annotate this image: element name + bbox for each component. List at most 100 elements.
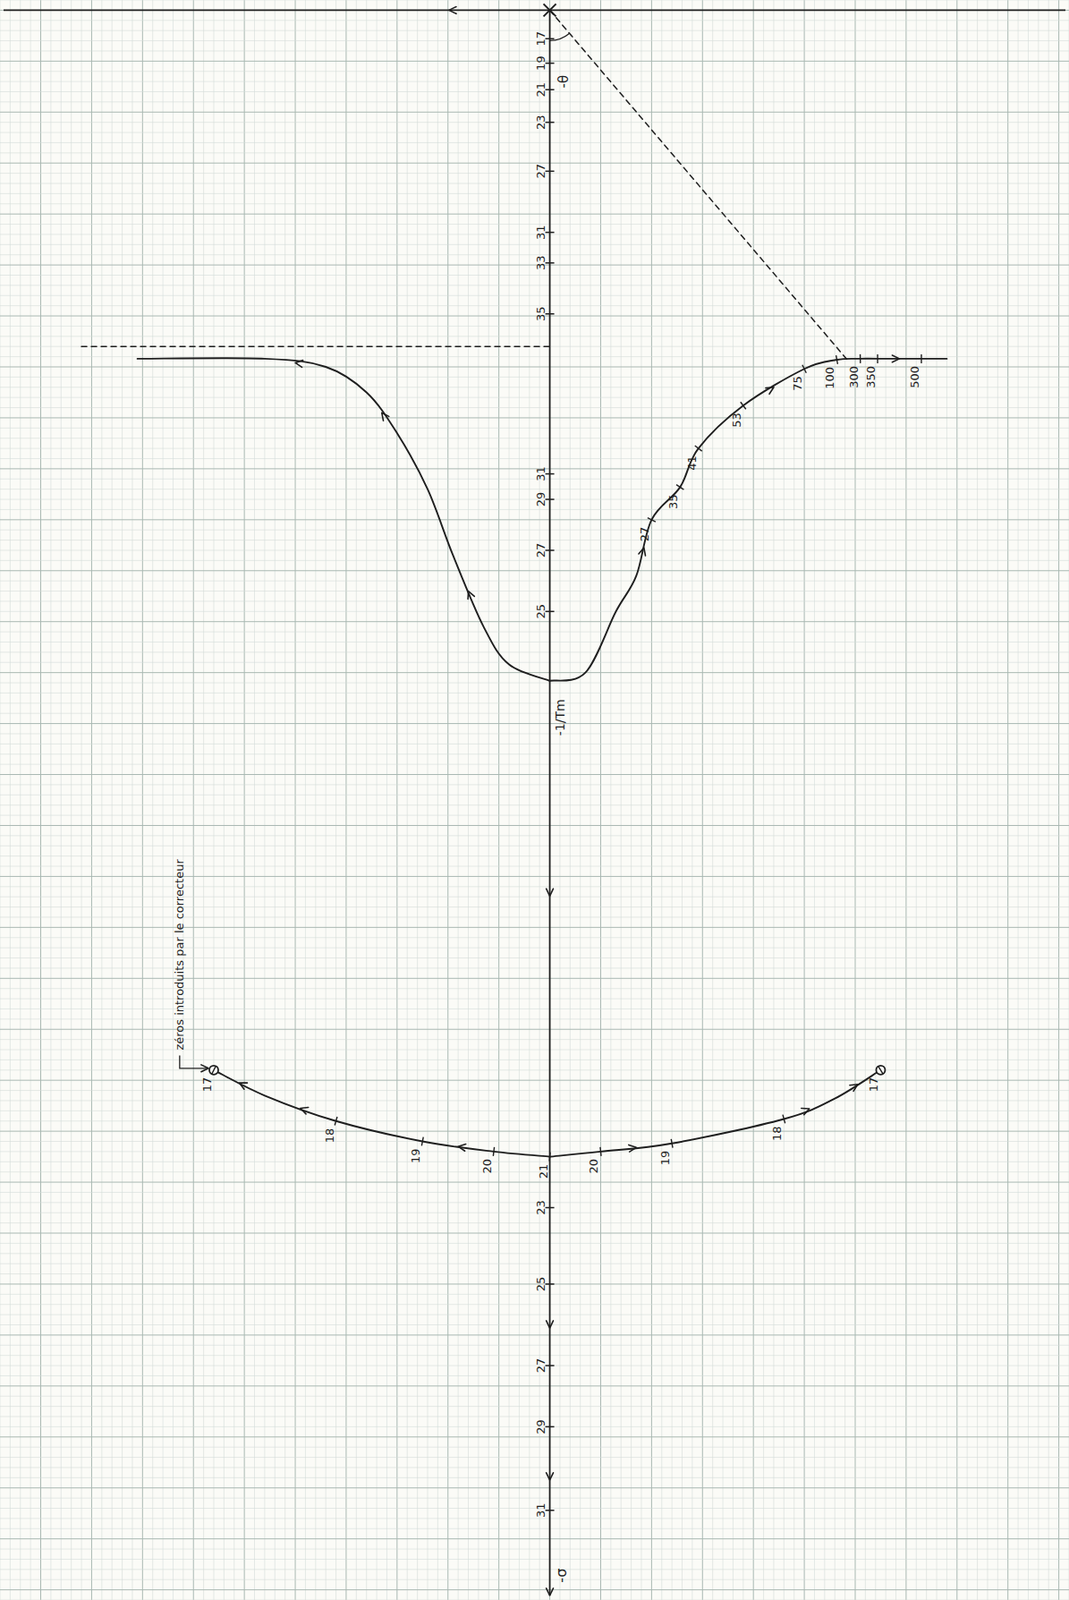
grid-line (0, 661, 1069, 663)
gain-label: 53 (729, 412, 744, 428)
zero-marker (875, 1065, 885, 1075)
branch-arrow (765, 387, 774, 395)
gain-tick (492, 1146, 494, 1156)
grid-line (0, 1344, 1069, 1346)
grid-line (0, 1303, 1069, 1305)
grid-line (0, 671, 1069, 673)
grid-line (284, 0, 286, 1600)
axis-gain-label: 21 (534, 82, 548, 98)
grid-line (0, 458, 1069, 459)
grid-line (263, 0, 265, 1600)
zero-marker (209, 1065, 219, 1075)
grid-line (0, 1374, 1069, 1376)
grid-line (895, 0, 897, 1600)
axis-gain-label: 17 (534, 31, 548, 47)
grid-line (131, 0, 133, 1600)
grid-line (620, 0, 622, 1600)
grid-line (467, 0, 469, 1600)
grid-line (0, 580, 1069, 582)
grid-line (946, 0, 948, 1600)
grid-line (0, 1588, 1069, 1590)
grid-line (81, 0, 83, 1600)
grid-line (0, 692, 1069, 694)
grid-line (162, 0, 164, 1600)
grid-line (865, 0, 866, 1600)
grid-line (0, 987, 1069, 989)
grid-line (0, 1476, 1069, 1478)
grid-line (661, 0, 662, 1600)
grid-line (772, 0, 774, 1600)
branch-arrow (238, 1082, 247, 1089)
gain-label: 17 (866, 1077, 881, 1093)
grid-line (305, 0, 306, 1600)
root-locus-sheet: 2735415375100300350500212019181720191817… (0, 0, 1069, 1600)
grid-line (0, 947, 1069, 949)
branch-arrow (300, 1107, 309, 1114)
axis-gain-label: 27 (534, 163, 548, 179)
axis-gain-label: 27 (534, 1357, 548, 1374)
grid-line (386, 0, 388, 1600)
grid-line (356, 0, 357, 1600)
grid-line (376, 0, 378, 1600)
grid-line (0, 753, 1069, 755)
grid-line (0, 1089, 1069, 1091)
axis-gain-label: 33 (534, 255, 548, 272)
grid-line (223, 0, 225, 1600)
grid-line (722, 0, 724, 1600)
grid-line (0, 1130, 1069, 1132)
gain-label: 41 (685, 455, 699, 471)
grid-line (0, 305, 1069, 306)
grid-line (0, 509, 1069, 510)
grid-line (0, 1333, 1069, 1335)
branch-arrow (849, 1084, 858, 1092)
grid-line (0, 284, 1069, 286)
grid-line (0, 1384, 1069, 1386)
grid-line (0, 1028, 1069, 1030)
grid-line (0, 427, 1069, 429)
grid-line (630, 0, 632, 1600)
gain-label: 350 (864, 365, 878, 389)
grid-line (0, 1181, 1069, 1183)
gain-label: 18 (322, 1128, 337, 1144)
gain-tick (676, 484, 684, 490)
axis-arrow (546, 1587, 554, 1596)
locus-branch (550, 358, 948, 681)
grid-line (0, 346, 1069, 348)
grid-line (691, 0, 693, 1600)
axis-gain-label: 25 (534, 603, 548, 620)
grid-line (671, 0, 673, 1600)
grid-line (0, 203, 1069, 204)
grid-line (0, 1405, 1069, 1407)
grid-line (814, 0, 815, 1600)
grid-line (0, 1599, 1069, 1600)
gain-tick (695, 445, 703, 451)
axis-arrow (546, 1472, 554, 1480)
grid-line (0, 397, 1069, 399)
axis-gain-label: 31 (534, 1502, 548, 1519)
grid-line (0, 1435, 1069, 1437)
grid-line (0, 1578, 1069, 1580)
grid-line (1018, 0, 1019, 1600)
grid-line (0, 559, 1069, 561)
gain-label: 100 (823, 366, 838, 390)
grid-line (111, 0, 113, 1600)
grid-line (0, 773, 1069, 775)
grid-line (295, 0, 297, 1600)
grid-line (509, 0, 510, 1600)
grid-line (0, 1110, 1069, 1112)
grid-line (976, 0, 978, 1600)
grid-line (763, 0, 764, 1600)
grid-line (783, 0, 785, 1600)
grid-line (874, 0, 876, 1600)
annotation: zéros introduits par le correcteur (172, 858, 187, 1051)
grid-line (0, 1232, 1069, 1234)
grid-line (19, 0, 21, 1600)
gain-label: 75 (790, 375, 805, 391)
grid-line (0, 896, 1069, 898)
grid-line (0, 529, 1069, 531)
grid-line (60, 0, 62, 1600)
gain-tick (876, 354, 878, 364)
grid-line (437, 0, 439, 1600)
grid-line (0, 132, 1069, 134)
grid-line (0, 855, 1069, 857)
